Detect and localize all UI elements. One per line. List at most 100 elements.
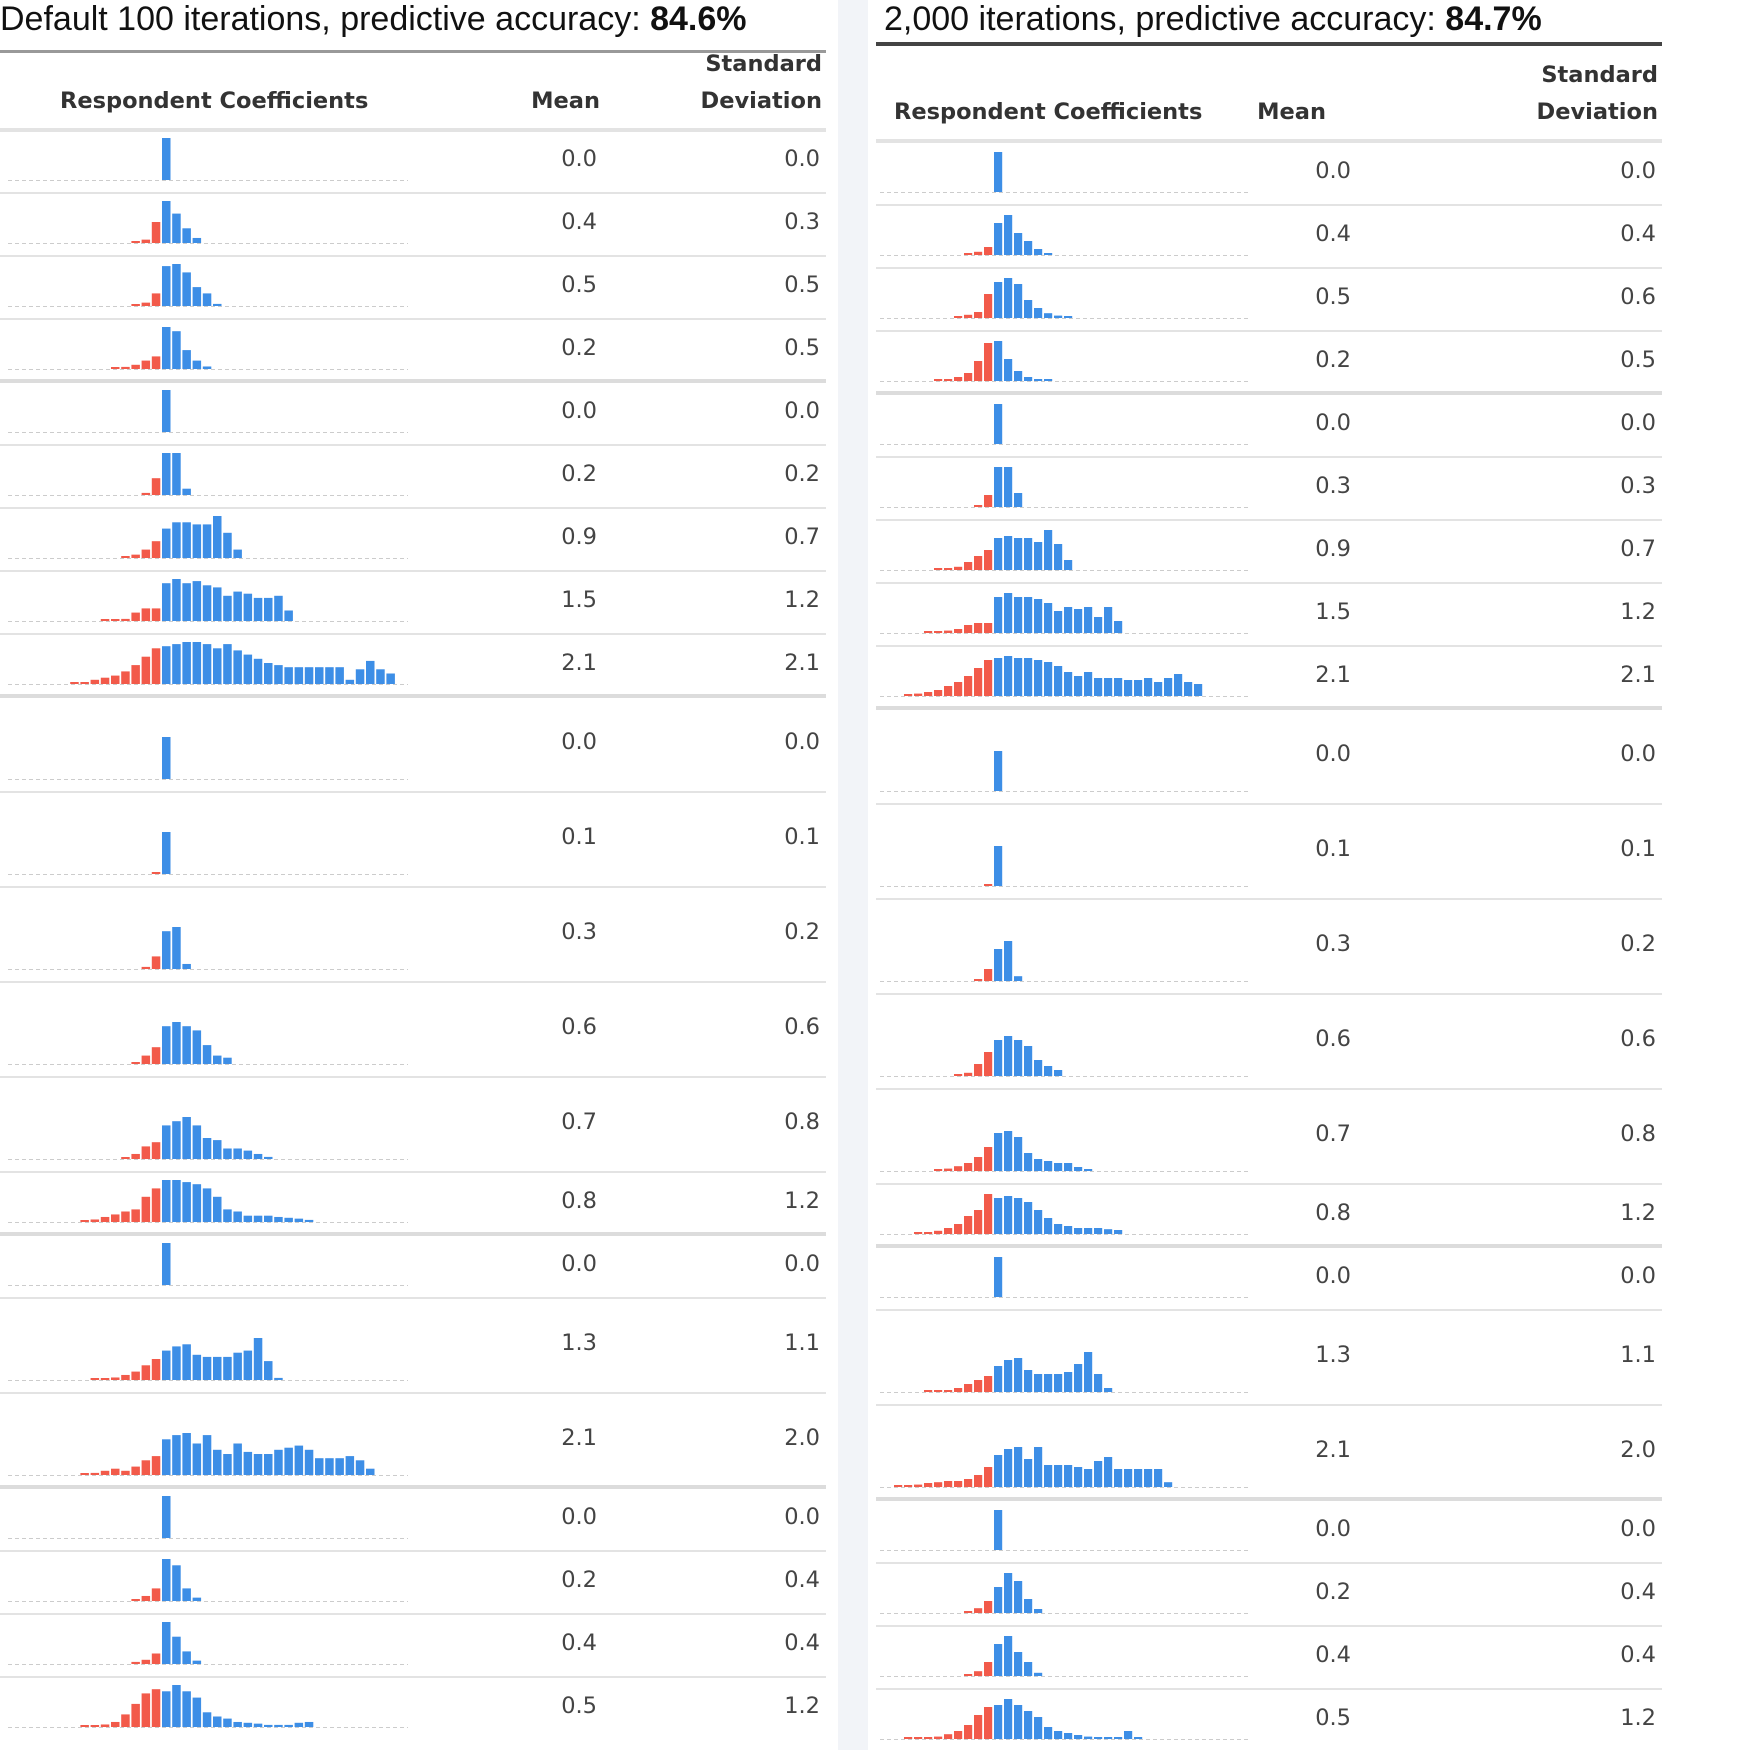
histogram-bar-positive [274,665,283,684]
histogram-bar-positive [213,516,222,558]
histogram-bar-negative [100,1378,110,1380]
histogram-bar-positive [274,1449,283,1475]
histogram-bar-negative [944,1481,953,1487]
histogram-bar-positive [994,404,1003,444]
histogram-bar-positive [355,669,365,684]
coefficient-histogram [8,201,408,244]
histogram-bar-positive [274,1216,283,1222]
histogram-bar-positive [1044,313,1053,318]
histogram-bar-positive [294,1445,304,1475]
histogram-bar-positive [253,1215,263,1222]
histogram-bar-positive [1034,379,1043,381]
histogram-bar-positive [1004,656,1013,696]
histogram-bar-negative [934,1230,943,1234]
histogram-bar-negative [131,1703,140,1727]
histogram-bar-negative [914,693,923,696]
mean-value: 0.7 [561,1108,597,1135]
histogram-bar-positive [243,1150,253,1159]
mean-value: 0.7 [1315,1120,1351,1147]
histogram-bar-positive [1044,662,1053,696]
histogram-bar-positive [1064,1733,1073,1739]
histogram-bar-positive [192,1597,202,1601]
column-header-sd-line2: Deviation [1536,99,1658,125]
histogram-bar-negative [984,1052,993,1076]
sd-value: 0.4 [784,1566,820,1593]
coefficient-row: 0.9 0.7 [876,521,1662,584]
histogram-bar-positive [223,1148,232,1159]
histogram-bar-negative [100,1216,110,1222]
histogram-bar-positive [1054,666,1063,696]
histogram-bar-positive [994,223,1003,255]
histogram-bar-positive [213,648,222,684]
sd-value: 0.7 [784,523,820,550]
row-divider [0,1076,826,1078]
histogram-bar-positive [1044,379,1053,381]
coefficient-row: 0.8 1.2 [0,1173,826,1236]
histogram-bar-negative [984,247,993,255]
histogram-bar-negative [974,1157,983,1171]
histogram-bar-positive [1014,493,1023,507]
coefficient-row: 1.5 1.2 [0,572,826,635]
sd-value: 0.4 [1620,1641,1656,1668]
coefficient-histogram [880,1510,1250,1551]
histogram-bar-positive [345,1456,355,1475]
row-divider [0,507,826,509]
histogram-bar-positive [1064,316,1073,318]
row-divider [0,318,826,320]
histogram-bar-positive [1004,1636,1013,1676]
histogram-bar-positive [202,366,212,369]
histogram-bar-positive [172,579,181,621]
histogram-bar-positive [1104,1457,1113,1487]
coefficient-row: 0.0 0.0 [876,1501,1662,1564]
histogram-bar-positive [192,524,202,558]
row-divider [0,1676,826,1678]
histogram-bar-negative [131,1153,140,1159]
histogram-bar-positive [213,1356,222,1380]
histogram-bar-positive [1054,1465,1063,1487]
predictive-accuracy-value: 84.7% [1445,0,1542,38]
sd-value: 0.6 [1620,1025,1656,1052]
histogram-bar-positive [1054,315,1063,318]
histogram-bar-negative [111,1214,120,1222]
coefficient-histogram [8,1243,408,1286]
histogram-bar-negative [141,1460,151,1475]
row-divider [876,582,1662,584]
sd-value: 0.0 [784,145,820,172]
histogram-bar-positive [1034,599,1043,633]
histogram-bar-negative [934,1169,943,1171]
sd-value: 0.8 [784,1108,820,1135]
row-divider [876,803,1662,805]
histogram-bar-positive [1044,1066,1053,1076]
coefficient-row: 0.1 0.1 [876,805,1662,900]
row-divider [0,791,826,793]
histogram-bar-positive [192,360,202,369]
coefficient-row: 0.6 0.6 [0,983,826,1078]
mean-value: 0.0 [561,145,597,172]
histogram-bar-positive [1064,1163,1073,1171]
coefficient-row: 0.3 0.2 [0,888,826,983]
coefficient-histogram [880,1257,1250,1298]
column-header-sd-line2: Deviation [700,88,822,114]
sd-value: 1.1 [1620,1341,1656,1368]
histogram-bar-negative [90,1219,100,1222]
histogram-bar-negative [141,239,151,243]
histogram-bar-positive [1094,1461,1103,1487]
histogram-bar-negative [934,631,943,633]
histogram-bar-positive [304,1721,314,1727]
histogram-bar-negative [954,629,963,633]
mean-value: 0.5 [561,1692,597,1719]
right-panel: 2,000 iterations, predictive accuracy: 8… [876,0,1676,1750]
mean-value: 0.0 [1315,157,1351,184]
coefficient-histogram [880,341,1250,382]
sd-value: 0.7 [1620,535,1656,562]
histogram-bar-positive [1014,284,1023,318]
histogram-bar-positive [994,282,1003,318]
histogram-bar-negative [111,675,120,684]
histogram-bar-negative [984,1194,993,1234]
mean-value: 1.5 [561,586,597,613]
histogram-bar-negative [151,1047,161,1064]
histogram-bar-negative [100,1724,110,1727]
histogram-bar-positive [253,658,263,684]
histogram-bar-negative [90,1725,100,1727]
histogram-bar-negative [954,1481,963,1487]
